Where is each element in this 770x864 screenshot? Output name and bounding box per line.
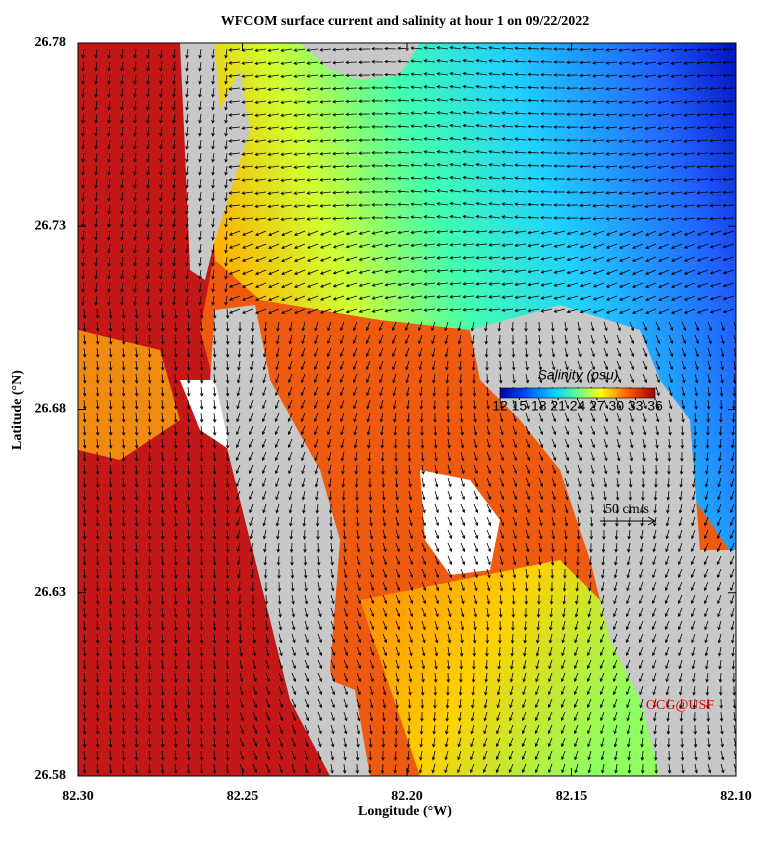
y-tick-label: 26.58: [35, 768, 67, 783]
credit: OCG@USF: [646, 698, 714, 713]
x-tick-label: 82.10: [720, 789, 752, 804]
colorbar: [499, 387, 656, 399]
x-tick-label: 82.25: [227, 789, 259, 804]
colorbar-tick-label: 24: [570, 398, 586, 414]
colorbar-tick-label: 27: [589, 398, 605, 414]
current-vectors: [81, 45, 736, 774]
colorbar-tick-label: 30: [608, 398, 624, 414]
colorbar-tick-label: 12: [492, 398, 508, 414]
y-tick-label: 26.63: [35, 585, 67, 600]
x-tick-label: 82.15: [556, 789, 588, 804]
y-tick-label: 26.78: [35, 35, 67, 50]
y-tick-label: 26.73: [35, 218, 67, 233]
y-axis-label: Latitude (°N): [10, 370, 25, 450]
colorbar-tick-label: 15: [512, 398, 528, 414]
x-tick-label: 82.20: [391, 789, 423, 804]
colorbar-tick-label: 18: [531, 398, 547, 414]
colorbar-title: Salinity (psu): [538, 367, 619, 383]
y-tick-label: 26.68: [35, 402, 67, 417]
x-tick-label: 82.30: [62, 789, 94, 804]
colorbar-tick-label: 36: [647, 398, 663, 414]
scale-label: 50 cm/s: [605, 502, 649, 517]
colorbar-tick-label: 33: [628, 398, 644, 414]
title: WFCOM surface current and salinity at ho…: [221, 14, 590, 29]
x-axis-label: Longitude (°W): [358, 804, 452, 819]
scale-arrow: [600, 516, 657, 526]
colorbar-tick-label: 21: [550, 398, 566, 414]
